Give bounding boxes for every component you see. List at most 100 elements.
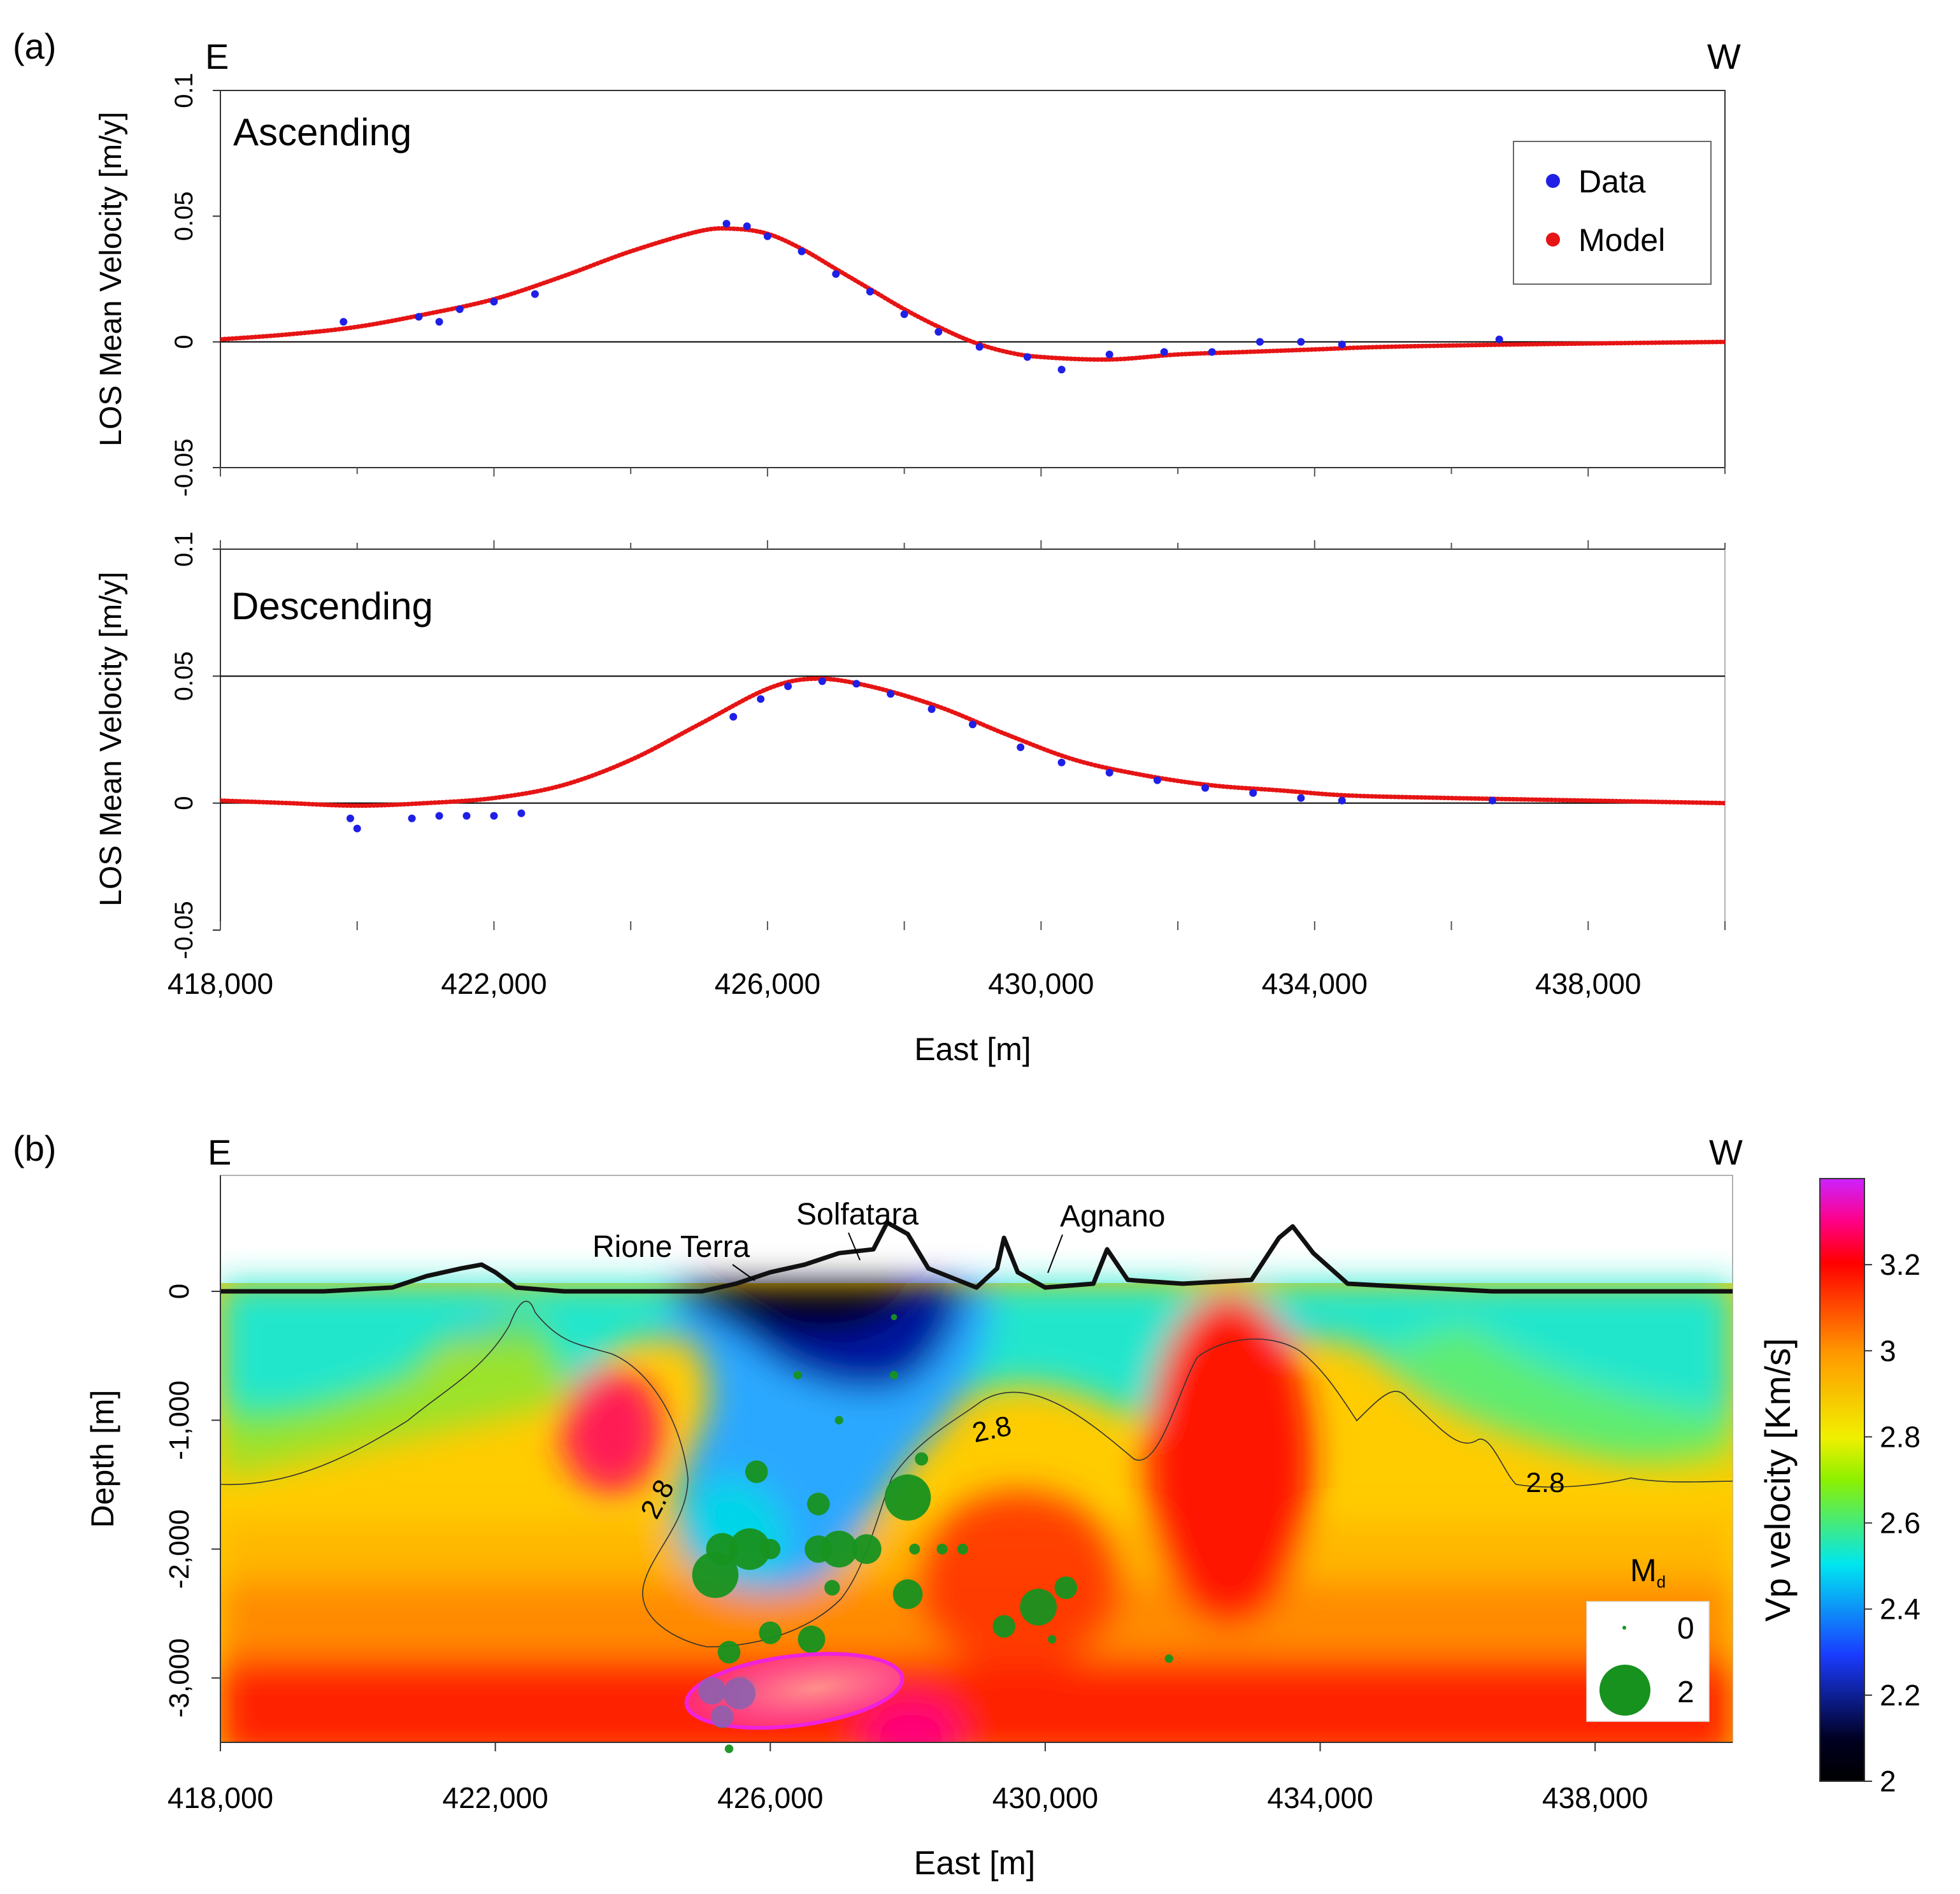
descending-reference-lines [220,675,1725,804]
descending-data-point [1017,743,1025,751]
descending-data-point [1249,789,1257,797]
descending-data-point [729,713,738,721]
descending-y-tick-label: 0.1 [170,531,198,567]
ascending-y-axis-label: LOS Mean Velocity [m/y] [94,111,128,447]
descending-data-point [490,812,498,820]
colorbar: 2 2.2 2.4 2.6 2.8 3 3.2 Vp velocity [Km/s] [1757,1178,1921,1798]
colorbar-ticks: 2 2.2 2.4 2.6 2.8 3 3.2 [1864,1248,1921,1798]
ascending-y-ticks: -0.05 0 0.05 0.1 [170,73,220,497]
descending-model-curve [220,676,1725,808]
panel-a-label: (a) [13,26,56,66]
earthquake-event [759,1621,782,1644]
velocity-field [220,1283,1733,1742]
leader-rione-terra [732,1264,755,1281]
descending-data-point [927,705,936,714]
earthquake-event [884,1474,931,1521]
ascending-plot-frame [220,90,1726,468]
panel-b-label: (b) [13,1128,56,1168]
depth-y-ticks: 0 -1,000 -2,000 -3,000 [164,1175,221,1742]
ascending-data-point [1338,340,1346,348]
legend-data-label: Data [1578,164,1646,199]
panel-b-x-axis-label: East [m] [914,1845,1036,1882]
ascending-data-points [340,220,1503,374]
md-legend-label-big: 2 [1677,1675,1694,1709]
tomography-x-tick-label: 418,000 [168,1781,273,1814]
descending-data-point [1153,776,1161,784]
tomography-x-tick-label: 426,000 [717,1781,823,1814]
earthquake-event [798,1625,826,1653]
depth-y-axis-label: Depth [m] [85,1390,120,1528]
colorbar-tick-label: 2.4 [1880,1593,1921,1626]
contour-2-8-line [220,1300,1733,1647]
earthquake-event [909,1544,920,1555]
leader-solfatara [848,1232,861,1261]
earthquake-event [889,1370,899,1380]
earthquake-legend: Md 0 2 [1586,1553,1710,1722]
descending-data-point [408,814,416,822]
ascending-data-point [1023,353,1031,361]
ascending-y-tick-label: 0.05 [170,191,198,241]
descending-y-ticks: -0.05 0 0.05 0.1 [170,531,220,959]
descending-x-tick-labels: 418,000 422,000 426,000 430,000 434,000 438,0… [168,967,1642,1000]
earthquake-event-in-reservoir [710,1705,734,1728]
earthquake-event [820,1530,858,1568]
descending-data-point [435,812,443,820]
descending-data-point [346,814,354,822]
earthquake-event [717,1640,741,1664]
ascending-data-point [415,313,423,321]
ascending-data-point [975,343,984,351]
legend-model-marker [1546,233,1560,247]
descending-x-ticks [220,540,1726,930]
tomography-x-tick-label: 434,000 [1267,1781,1373,1814]
descending-y-tick-label: -0.05 [170,901,198,959]
ascending-data-point [798,247,806,255]
colorbar-gradient [1819,1178,1865,1782]
ascending-data-point [900,310,908,319]
ascending-data-point [1057,366,1066,374]
legend-box [1513,141,1712,285]
earthquake-event [915,1452,929,1466]
earthquake-event [936,1544,948,1555]
descending-data-point [818,677,826,685]
descending-data-point [1297,794,1305,802]
ascending-data-point [832,270,840,278]
descending-x-tick-label: 438,000 [1535,967,1641,1000]
descending-data-point [517,809,526,817]
descending-data-point [887,690,895,698]
descending-data-point [757,695,765,703]
label-solfatara: Solfatara [796,1198,919,1231]
colorbar-tick-label: 2.6 [1880,1507,1921,1540]
panel-a-west-label: W [1707,36,1741,76]
ascending-data-point [1255,338,1264,346]
descending-data-point [1105,768,1113,777]
earthquake-event [1164,1654,1173,1663]
ascending-data-point [435,318,443,326]
tomography-x-tick-label: 422,000 [442,1781,548,1814]
panel-b-west-label: W [1709,1132,1743,1172]
depth-y-tick-label: -1,000 [164,1381,195,1460]
descending-x-tick-label: 430,000 [988,967,1094,1000]
depth-y-tick-label: -3,000 [164,1638,195,1718]
ascending-data-point [1105,350,1113,359]
earthquake-event [992,1615,1015,1638]
descending-x-tick-label: 434,000 [1262,967,1368,1000]
label-agnano: Agnano [1060,1200,1166,1233]
legend-data-marker [1546,174,1560,188]
earthquake-event [724,1744,734,1753]
descending-data-point [852,680,861,688]
descending-data-point [1488,796,1496,805]
earthquake-event [729,1528,771,1570]
descending-data-point [784,682,792,691]
colorbar-tick-label: 2.2 [1880,1679,1921,1712]
descending-data-point [1057,758,1066,766]
descending-title: Descending [231,585,433,628]
ascending-title: Ascending [233,111,411,154]
descending-data-point [1338,796,1346,805]
descending-plot: -0.05 0 0.05 0.1 Descending LOS Mean Veloci… [94,531,1726,1067]
topography-line [220,1220,1733,1294]
tomography-plot: 2.8 2.8 2.8 Md 0 2 Rione Terra Solfatara… [85,1175,1733,1882]
earthquake-event [760,1539,781,1560]
depth-y-tick-label: 0 [164,1284,195,1299]
panel-b-east-label: E [208,1132,231,1172]
